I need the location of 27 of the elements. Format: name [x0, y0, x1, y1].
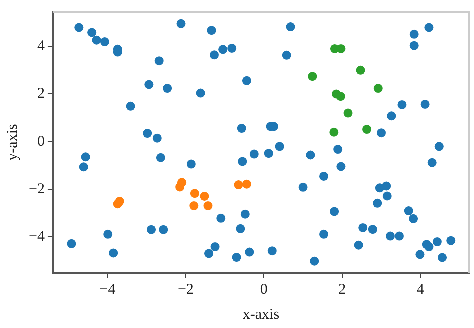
- point: [308, 72, 318, 82]
- point: [242, 180, 252, 189]
- y-tick-label: −2: [28, 182, 45, 198]
- point: [362, 125, 372, 134]
- x-tick-label: 0: [260, 282, 268, 298]
- point: [190, 189, 200, 198]
- point: [204, 202, 213, 211]
- y-tick-label: 2: [37, 86, 45, 102]
- point: [190, 202, 199, 211]
- point: [356, 66, 366, 75]
- x-tick-label: −4: [100, 282, 116, 298]
- point: [115, 196, 124, 206]
- x-tick-label: 2: [338, 282, 346, 298]
- x-axis-title: x-axis: [242, 306, 280, 323]
- y-tick-label: 4: [37, 38, 46, 54]
- y-axis-title: y-axis: [4, 124, 21, 161]
- y-tick-label: 0: [37, 134, 45, 150]
- point: [374, 84, 383, 94]
- point: [234, 180, 244, 190]
- point: [344, 108, 353, 118]
- point: [200, 192, 210, 201]
- x-tick-label: −2: [178, 282, 194, 298]
- point: [336, 92, 346, 102]
- x-tick-label: 4: [416, 282, 425, 298]
- point: [330, 128, 339, 137]
- y-tick-label: −4: [28, 229, 46, 246]
- point: [178, 178, 187, 188]
